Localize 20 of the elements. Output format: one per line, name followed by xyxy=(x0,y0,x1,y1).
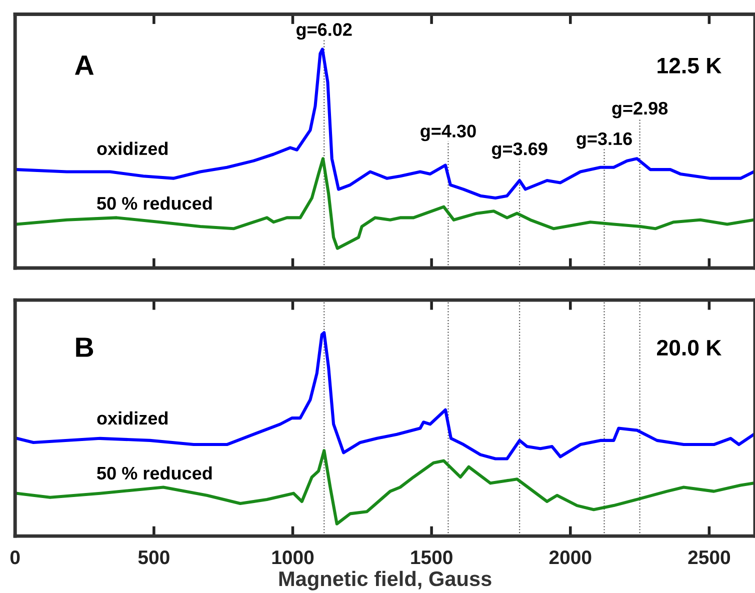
x-tick-label: 1000 xyxy=(272,550,314,564)
annotation: 20.0 K xyxy=(657,340,722,356)
text: g=6.02 xyxy=(296,23,352,40)
x-tick-label: 500 xyxy=(138,550,170,564)
annotation: B xyxy=(76,338,94,357)
annotation: A xyxy=(74,56,94,75)
annotation: g=3.16 xyxy=(576,132,632,149)
series-label: oxidized xyxy=(97,411,168,425)
annotation: 12.5 K xyxy=(658,58,722,74)
x-tick-label: 2000 xyxy=(549,550,592,564)
series-label: 50 % reduced xyxy=(97,466,212,480)
x-tick-label: 1500 xyxy=(411,550,452,564)
x-tick-label: 0 xyxy=(10,550,20,564)
x-axis-title: Magnetic field, Gauss xyxy=(279,570,492,590)
annotation: g=4.30 xyxy=(420,124,476,142)
x-tick-label: 2500 xyxy=(688,550,730,564)
annotation: g=3.69 xyxy=(492,142,548,159)
annotation: g=2.98 xyxy=(612,102,668,118)
series-label: oxidized xyxy=(97,142,168,156)
series-label: 50 % reduced xyxy=(97,196,212,210)
